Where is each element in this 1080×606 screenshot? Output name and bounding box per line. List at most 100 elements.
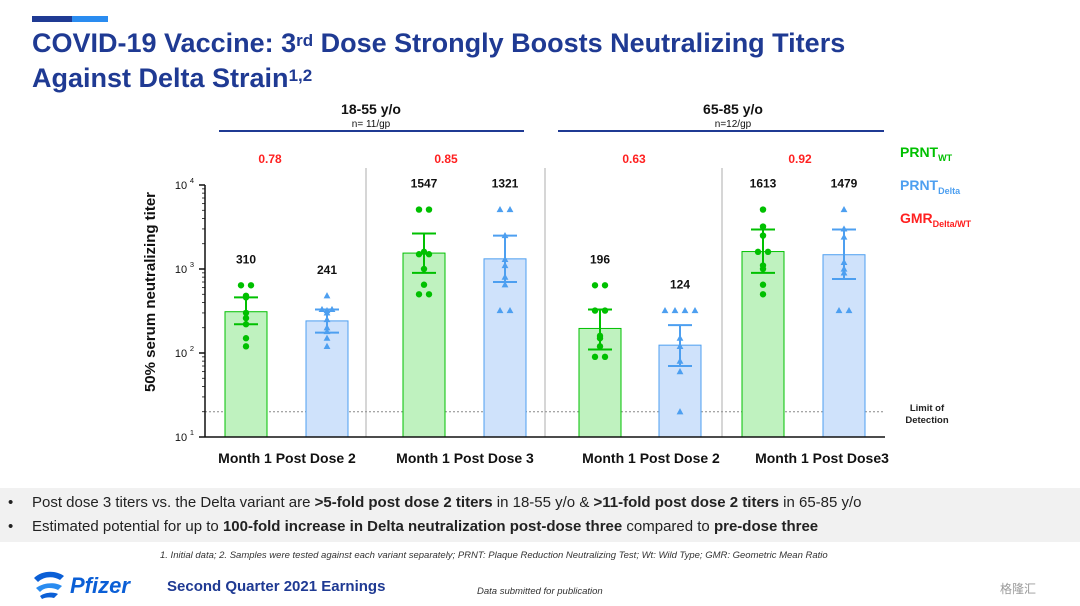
y-tick-label-4: 10 — [175, 180, 187, 192]
point-delta-4-2 — [840, 225, 848, 232]
point-delta-3-2 — [671, 306, 679, 314]
point-wt-4-5 — [764, 248, 772, 256]
point-wt-4-4 — [754, 248, 762, 256]
point-wt-4-8 — [759, 281, 767, 288]
point-wt-4-7 — [759, 265, 767, 273]
point-delta-1-7 — [323, 324, 331, 331]
svg-text:Pfizer: Pfizer — [70, 573, 131, 598]
title-line-1: COVID-19 Vaccine: 3rd Dose Strongly Boos… — [32, 28, 846, 58]
point-wt-3-7 — [596, 343, 604, 350]
bullet-box: • Post dose 3 titers vs. the Delta varian… — [0, 488, 1080, 542]
y-tick-label-3: 10 — [175, 264, 187, 276]
y-tick-exponent-4: 4 — [190, 176, 194, 185]
point-delta-4-5 — [840, 265, 848, 272]
group-label-1: 18-55 y/o — [341, 101, 401, 117]
point-delta-3-3 — [681, 306, 689, 314]
gmr-value-3: 0.63 — [622, 152, 646, 166]
point-delta-4-6 — [840, 269, 848, 276]
point-wt-3-9 — [601, 353, 609, 361]
gmr-value-2: 0.85 — [434, 152, 458, 166]
group-n-label-1: n= 11/gp — [352, 119, 391, 130]
point-wt-1-5 — [242, 309, 250, 317]
point-delta-2-7 — [501, 281, 509, 288]
point-delta-4-8 — [845, 306, 853, 314]
point-wt-3-6 — [596, 335, 604, 342]
point-wt-4-2 — [759, 223, 767, 230]
point-delta-2-4 — [501, 255, 509, 263]
point-delta-2-9 — [506, 306, 514, 314]
point-delta-3-8 — [676, 368, 684, 375]
point-wt-2-2 — [425, 206, 433, 213]
legend-entry-2: PRNTDelta — [900, 177, 961, 196]
gmr-value-4: 0.92 — [788, 152, 812, 166]
y-axis-label: 50% serum neutralizing titer — [142, 192, 159, 392]
legend-entry-3: GMRDelta/WT — [900, 210, 972, 229]
earnings-label: Second Quarter 2021 Earnings — [167, 578, 386, 595]
point-delta-2-8 — [496, 306, 504, 314]
bar-value-label-wt-3: 196 — [590, 252, 610, 266]
y-tick-label-1: 10 — [175, 432, 187, 444]
point-delta-1-6 — [323, 315, 331, 323]
y-tick-exponent-1: 1 — [190, 428, 194, 437]
point-delta-1-2 — [318, 305, 326, 313]
footnote: 1. Initial data; 2. Samples were tested … — [160, 550, 828, 561]
bar-value-label-delta-3: 124 — [670, 278, 690, 292]
point-delta-1-5 — [323, 309, 331, 316]
x-category-label-4: Month 1 Post Dose3 — [755, 450, 889, 466]
point-wt-3-3 — [591, 307, 599, 314]
point-delta-1-8 — [323, 327, 331, 335]
point-wt-2-6 — [420, 265, 428, 273]
point-wt-2-4 — [415, 251, 423, 258]
point-delta-3-5 — [676, 334, 684, 341]
point-wt-3-2 — [601, 282, 609, 289]
point-wt-4-9 — [759, 291, 767, 298]
point-delta-4-1 — [840, 205, 848, 213]
point-wt-4-3 — [759, 232, 767, 239]
title-line-2: Against Delta Strain1,2 — [32, 63, 313, 93]
bar-wt-2 — [402, 252, 446, 438]
point-delta-3-1 — [661, 306, 669, 314]
bar-value-label-delta-1: 241 — [317, 263, 337, 277]
point-wt-2-7 — [420, 281, 428, 288]
point-delta-1-9 — [323, 334, 331, 341]
point-wt-1-2 — [247, 282, 255, 289]
point-delta-4-4 — [840, 258, 848, 265]
point-wt-2-8 — [415, 291, 423, 298]
point-delta-2-6 — [501, 273, 509, 280]
point-delta-2-1 — [496, 205, 504, 213]
group-n-label-2: n=12/gp — [715, 119, 752, 130]
titer-chart: Limit ofDetection31015471961613241132112… — [142, 101, 972, 466]
bullet-2: • Estimated potential for up to 100-fold … — [8, 518, 819, 535]
point-wt-3-4 — [601, 307, 609, 314]
bar-wt-4 — [741, 251, 785, 438]
bullet-1: • Post dose 3 titers vs. the Delta varian… — [8, 494, 862, 511]
point-wt-2-1 — [415, 206, 423, 213]
point-delta-3-6 — [676, 342, 684, 349]
point-wt-1-8 — [242, 335, 250, 342]
point-delta-4-7 — [835, 306, 843, 314]
pfizer-logo: Pfizer — [34, 571, 131, 599]
point-delta-1-3 — [328, 305, 336, 313]
title-accent-bar-dark — [32, 16, 72, 22]
point-delta-2-3 — [501, 231, 509, 239]
x-category-label-2: Month 1 Post Dose 3 — [396, 450, 534, 466]
bar-delta-2 — [483, 258, 527, 438]
x-category-label-3: Month 1 Post Dose 2 — [582, 450, 720, 466]
y-tick-exponent-2: 2 — [190, 344, 194, 353]
submitted-note: Data submitted for publication — [477, 586, 603, 597]
title-accent-bar-light — [72, 16, 108, 22]
point-wt-2-3 — [420, 248, 428, 256]
point-delta-1-1 — [323, 292, 331, 299]
point-wt-4-1 — [759, 206, 767, 213]
point-wt-3-1 — [591, 282, 599, 289]
point-wt-1-7 — [242, 321, 250, 328]
point-wt-1-4 — [242, 294, 250, 301]
point-wt-1-1 — [237, 282, 245, 289]
point-delta-3-4 — [691, 306, 699, 314]
bar-value-label-delta-2: 1321 — [492, 177, 519, 191]
point-wt-1-9 — [242, 343, 250, 350]
watermark: 格隆汇 — [1000, 582, 1037, 596]
bar-wt-1 — [224, 311, 268, 438]
gmr-value-1: 0.78 — [258, 152, 282, 166]
x-category-label-1: Month 1 Post Dose 2 — [218, 450, 356, 466]
